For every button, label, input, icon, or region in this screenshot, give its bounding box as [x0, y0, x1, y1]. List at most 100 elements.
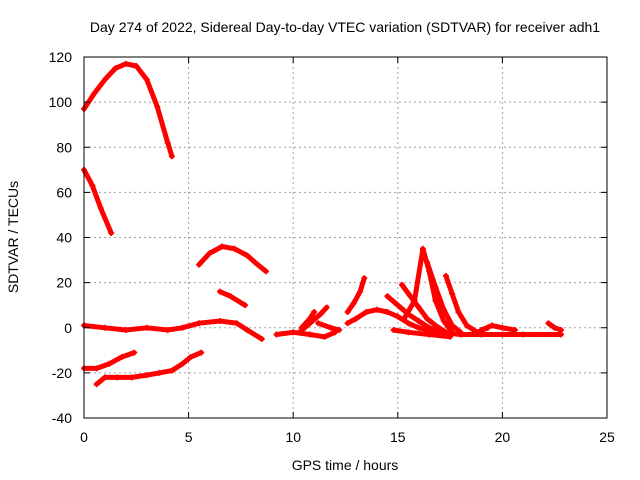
- data-point-marker: [143, 324, 150, 331]
- data-point-marker: [449, 322, 456, 329]
- data-point-marker: [463, 322, 470, 329]
- data-point-marker: [179, 360, 186, 367]
- data-point-marker: [114, 374, 121, 381]
- x-tick-label: 25: [599, 429, 615, 445]
- data-point-marker: [143, 76, 150, 83]
- data-series-arc-1: [81, 61, 175, 159]
- data-point-marker: [407, 293, 414, 300]
- data-point-marker: [394, 302, 401, 309]
- y-tick-label: 0: [64, 320, 72, 336]
- data-point-marker: [350, 299, 357, 306]
- x-axis-label: GPS time / hours: [292, 457, 399, 473]
- data-point-marker: [258, 336, 265, 343]
- data-point-marker: [196, 320, 203, 327]
- data-point-marker: [131, 349, 138, 356]
- data-point-marker: [187, 354, 194, 361]
- data-point-marker: [227, 293, 234, 300]
- data-point-marker: [373, 306, 380, 313]
- data-point-marker: [499, 324, 506, 331]
- data-series-arc-12: [345, 307, 564, 337]
- data-point-marker: [415, 324, 422, 331]
- data-point-marker: [432, 297, 439, 304]
- data-series-arc-2: [81, 167, 114, 236]
- data-point-marker: [101, 76, 108, 83]
- x-tick-label: 15: [390, 429, 406, 445]
- x-tick-label: 10: [285, 429, 301, 445]
- y-axis-label: SDTVAR / TECUs: [5, 181, 21, 293]
- data-point-marker: [290, 329, 297, 336]
- data-series-arc-16: [399, 282, 449, 335]
- data-series-arc-11: [315, 320, 342, 333]
- data-point-marker: [101, 374, 108, 381]
- data-point-marker: [327, 324, 334, 331]
- data-point-marker: [233, 320, 240, 327]
- data-layer: [81, 60, 564, 388]
- data-point-marker: [424, 259, 431, 266]
- data-point-marker: [432, 284, 439, 291]
- data-point-marker: [118, 354, 125, 361]
- data-point-marker: [426, 331, 433, 338]
- data-point-marker: [91, 90, 98, 97]
- data-point-marker: [384, 293, 391, 300]
- data-point-marker: [424, 315, 431, 322]
- data-point-marker: [106, 360, 113, 367]
- data-point-marker: [419, 245, 426, 252]
- data-point-marker: [198, 349, 205, 356]
- data-point-marker: [273, 331, 280, 338]
- data-point-marker: [296, 329, 303, 336]
- data-point-marker: [440, 317, 447, 324]
- data-point-marker: [97, 205, 104, 212]
- data-point-marker: [263, 268, 270, 275]
- data-point-marker: [129, 374, 136, 381]
- data-point-marker: [447, 333, 454, 340]
- data-point-marker: [455, 308, 462, 315]
- data-point-marker: [179, 324, 186, 331]
- y-tick-label: 80: [56, 139, 72, 155]
- data-point-marker: [231, 245, 238, 252]
- data-series-arc-14: [391, 327, 453, 340]
- data-point-marker: [89, 182, 96, 189]
- data-point-marker: [432, 322, 439, 329]
- data-point-marker: [219, 243, 226, 250]
- data-point-marker: [122, 327, 129, 334]
- x-tick-label: 0: [80, 429, 88, 445]
- data-point-marker: [306, 331, 313, 338]
- data-point-marker: [474, 329, 481, 336]
- data-point-marker: [449, 329, 456, 336]
- data-point-marker: [216, 317, 223, 324]
- data-point-marker: [344, 320, 351, 327]
- data-point-marker: [306, 315, 313, 322]
- y-tick-label: 100: [49, 94, 73, 110]
- data-point-marker: [457, 329, 464, 336]
- data-point-marker: [551, 324, 558, 331]
- data-point-marker: [415, 304, 422, 311]
- data-series-arc-7: [217, 289, 248, 308]
- data-series-arc-6: [196, 244, 269, 274]
- data-point-marker: [394, 313, 401, 320]
- data-point-marker: [254, 261, 261, 268]
- data-point-marker: [122, 60, 129, 67]
- data-point-marker: [317, 311, 324, 318]
- data-series-arc-5: [94, 350, 204, 387]
- data-point-marker: [398, 281, 405, 288]
- data-point-marker: [390, 327, 397, 334]
- data-point-marker: [363, 308, 370, 315]
- data-point-marker: [242, 302, 249, 309]
- x-tick-label: 5: [185, 429, 193, 445]
- data-point-marker: [401, 315, 408, 322]
- data-point-marker: [323, 304, 330, 311]
- data-point-marker: [311, 308, 318, 315]
- data-point-marker: [488, 322, 495, 329]
- y-tick-label: 120: [49, 49, 73, 65]
- data-point-marker: [168, 153, 175, 160]
- data-point-marker: [426, 324, 433, 331]
- data-point-marker: [361, 275, 368, 282]
- data-point-marker: [336, 327, 343, 334]
- chart-title: Day 274 of 2022, Sidereal Day-to-day VTE…: [90, 19, 600, 35]
- data-point-marker: [478, 327, 485, 334]
- data-point-marker: [520, 331, 527, 338]
- data-point-marker: [244, 327, 251, 334]
- data-point-marker: [168, 367, 175, 374]
- data-point-marker: [511, 327, 518, 334]
